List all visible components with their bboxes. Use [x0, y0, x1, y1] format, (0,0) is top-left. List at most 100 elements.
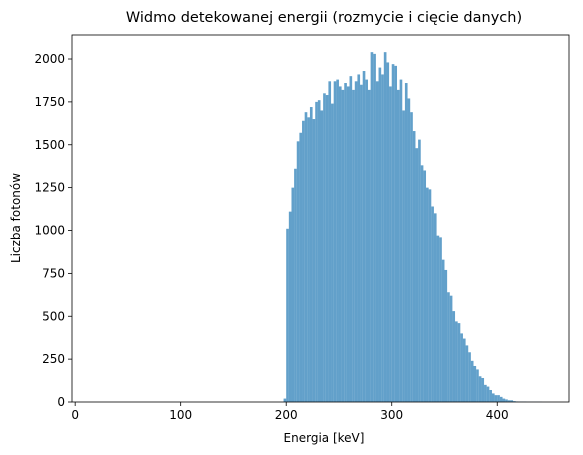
histogram-bar	[433, 213, 437, 402]
histogram-bar	[383, 52, 387, 402]
histogram-bar	[307, 117, 310, 403]
histogram-bar	[296, 141, 300, 403]
histogram-bar	[420, 165, 424, 402]
histogram-bar	[491, 393, 495, 402]
histogram-bar	[317, 100, 321, 403]
histogram-bar	[423, 170, 427, 402]
histogram-bar	[299, 132, 303, 403]
y-tick-label: 1250	[34, 181, 65, 195]
histogram-bar	[404, 83, 408, 403]
y-axis-ticks: 0 250 500 750 1000 1250 1500 1750 2000	[34, 52, 72, 409]
x-tick-label: 200	[275, 408, 298, 422]
histogram-bar	[341, 89, 345, 402]
histogram-bar	[510, 400, 514, 402]
histogram-bar	[291, 187, 295, 402]
histogram-bar	[489, 389, 492, 402]
histogram-bar	[499, 396, 503, 402]
histogram-bar	[394, 65, 398, 403]
histogram-bar	[333, 81, 337, 402]
histogram-bar	[336, 79, 339, 403]
histogram-bar	[412, 131, 416, 402]
histogram-bar	[507, 400, 511, 402]
y-tick-label: 250	[42, 352, 65, 366]
histogram-bar	[415, 148, 419, 402]
histogram-bar	[349, 76, 353, 403]
histogram-bar	[381, 74, 384, 403]
plot-frame	[71, 34, 570, 403]
histogram-bar	[470, 360, 474, 402]
histogram-bar	[449, 295, 453, 402]
histogram-bar	[370, 52, 374, 402]
histogram-bar	[283, 398, 287, 402]
histogram-bar	[462, 338, 466, 402]
histogram-bar	[320, 110, 324, 402]
histogram-bar	[328, 81, 332, 402]
chart-title: Widmo detekowanej energii (rozmycie i ci…	[126, 10, 522, 26]
x-tick-label: 100	[169, 408, 192, 422]
histogram-bar	[338, 86, 342, 402]
y-tick-label: 0	[57, 395, 65, 409]
histogram-bar	[410, 112, 413, 402]
histogram-bar	[494, 395, 498, 402]
histogram-bar	[309, 107, 313, 402]
histogram-bar	[486, 386, 490, 402]
histogram-bar	[402, 110, 405, 402]
y-axis-label: Liczba fotonów	[9, 173, 23, 263]
histogram-bar	[288, 211, 292, 402]
histogram-bar	[344, 83, 347, 403]
y-tick-label: 1500	[34, 138, 65, 152]
x-tick-label: 0	[71, 408, 79, 422]
histogram-bar	[484, 384, 487, 402]
histogram-bar	[362, 71, 366, 403]
y-tick-label: 500	[42, 309, 65, 323]
histogram-bar	[428, 189, 432, 402]
histogram-bar	[302, 120, 305, 402]
x-axis-label: Energia [keV]	[284, 431, 365, 445]
histogram-bar	[407, 98, 411, 402]
histogram-bar	[304, 112, 308, 402]
histogram-bar	[505, 399, 508, 402]
histogram-bar	[457, 323, 461, 402]
histogram-bar	[497, 395, 500, 402]
histogram-bar	[439, 237, 442, 402]
histogram-bar	[455, 321, 458, 402]
histogram-bar	[315, 101, 318, 402]
y-tick-label: 1000	[34, 224, 65, 238]
histogram-bar	[447, 292, 450, 402]
histogram-bar	[391, 64, 395, 402]
histogram-bar	[460, 333, 463, 402]
y-tick-label: 2000	[34, 52, 65, 66]
histogram-bar	[468, 352, 471, 402]
histogram-bar	[352, 89, 355, 402]
histogram-bar	[378, 67, 382, 403]
histogram-bar	[502, 398, 506, 402]
histogram-bar	[386, 62, 390, 403]
y-tick-label: 1750	[34, 95, 65, 109]
x-tick-label: 400	[486, 408, 509, 422]
histogram-bar	[473, 365, 477, 402]
histogram-bar	[476, 369, 479, 402]
histogram-bar	[360, 84, 363, 402]
histogram-bar	[426, 187, 429, 402]
y-tick-label: 750	[42, 266, 65, 280]
histogram-bar	[365, 79, 368, 403]
histogram-bar	[375, 81, 379, 402]
histogram-bar	[346, 86, 350, 402]
histogram-bar	[294, 168, 297, 402]
histogram-bar	[478, 376, 482, 402]
histogram-bar	[399, 79, 403, 403]
histogram-bar	[373, 53, 376, 402]
x-axis-ticks: 0 100 200 300 400	[71, 402, 509, 422]
histogram-bar	[444, 269, 448, 402]
histogram-bar	[323, 93, 326, 402]
histogram-bar	[312, 119, 316, 402]
histogram-bar	[286, 228, 289, 402]
bars-group	[283, 52, 543, 403]
histogram-bar	[397, 89, 400, 402]
histogram-bar	[367, 89, 371, 402]
histogram-bar	[331, 103, 334, 402]
histogram-bar	[418, 139, 421, 402]
histogram-bar	[354, 81, 358, 402]
histogram-bar	[465, 345, 469, 402]
